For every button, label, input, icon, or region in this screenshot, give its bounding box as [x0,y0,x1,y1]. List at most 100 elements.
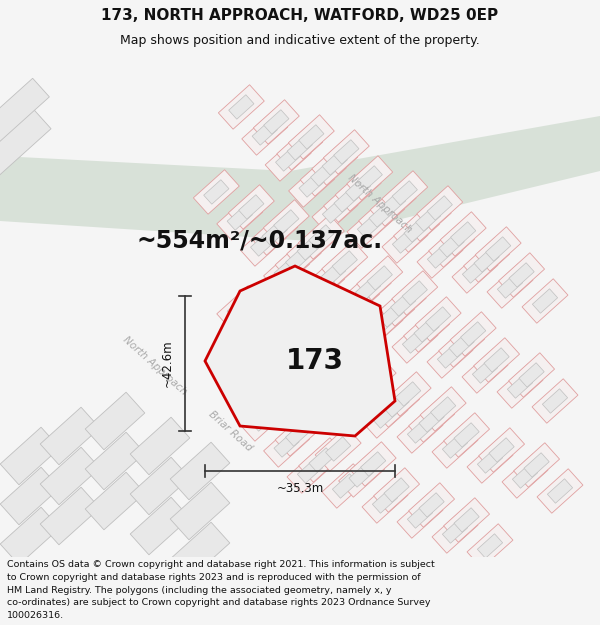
Polygon shape [252,121,277,145]
Polygon shape [217,286,263,330]
Polygon shape [384,392,409,418]
Polygon shape [315,427,361,471]
Polygon shape [467,524,513,568]
Polygon shape [334,188,359,213]
Polygon shape [374,382,419,428]
Polygon shape [439,322,485,368]
Polygon shape [309,272,334,298]
Polygon shape [322,289,368,333]
Text: 173, NORTH APPROACH, WATFORD, WD25 0EP: 173, NORTH APPROACH, WATFORD, WD25 0EP [101,8,499,22]
Polygon shape [262,311,287,335]
Polygon shape [252,211,298,255]
Polygon shape [442,434,467,458]
Polygon shape [519,362,544,388]
Polygon shape [358,214,383,238]
Polygon shape [275,327,321,371]
Polygon shape [322,464,368,508]
Polygon shape [450,312,496,356]
Polygon shape [286,247,311,271]
Polygon shape [252,301,298,345]
Polygon shape [362,394,408,438]
Polygon shape [85,432,145,490]
Polygon shape [130,458,190,515]
Polygon shape [509,352,554,398]
Polygon shape [323,130,369,174]
Polygon shape [274,348,299,372]
Text: HM Land Registry. The polygons (including the associated geometry, namely x, y: HM Land Registry. The polygons (includin… [7,586,392,594]
Polygon shape [367,314,392,338]
Polygon shape [322,379,368,423]
Polygon shape [40,448,100,505]
Polygon shape [403,329,428,353]
Polygon shape [275,237,321,281]
Polygon shape [262,221,287,245]
Polygon shape [298,284,323,308]
Text: ~554m²/~0.137ac.: ~554m²/~0.137ac. [137,229,383,253]
Polygon shape [391,292,416,316]
Polygon shape [0,116,600,241]
Polygon shape [382,171,428,215]
Polygon shape [467,439,513,483]
Polygon shape [308,225,334,249]
Polygon shape [287,364,333,408]
Polygon shape [338,452,385,498]
Polygon shape [274,210,299,234]
Polygon shape [263,248,310,292]
Polygon shape [479,428,524,472]
Polygon shape [130,418,190,475]
Polygon shape [350,442,396,486]
Polygon shape [0,106,51,176]
Polygon shape [312,189,358,233]
Polygon shape [392,181,418,205]
Polygon shape [392,271,438,315]
Polygon shape [332,389,358,413]
Polygon shape [380,192,406,216]
Polygon shape [227,296,253,320]
Polygon shape [349,462,374,488]
Polygon shape [475,227,521,271]
Polygon shape [356,277,381,301]
Polygon shape [251,232,276,256]
Polygon shape [292,316,338,360]
Polygon shape [289,115,334,159]
Polygon shape [170,442,230,500]
Polygon shape [487,264,533,308]
Polygon shape [309,448,334,472]
Polygon shape [323,177,370,222]
Polygon shape [419,492,444,518]
Polygon shape [300,152,346,196]
Polygon shape [379,302,404,328]
Polygon shape [227,206,253,230]
Polygon shape [240,312,286,356]
Polygon shape [85,472,145,530]
Polygon shape [373,404,398,428]
Polygon shape [322,151,347,175]
Polygon shape [373,489,398,513]
Polygon shape [537,469,583,513]
Polygon shape [299,262,344,308]
Polygon shape [484,348,509,372]
Polygon shape [397,494,443,538]
Polygon shape [451,222,476,246]
Polygon shape [297,236,322,260]
Polygon shape [532,289,557,313]
Polygon shape [425,307,451,331]
Polygon shape [463,259,488,283]
Polygon shape [409,482,455,528]
Polygon shape [514,442,560,488]
Polygon shape [361,452,386,476]
Polygon shape [334,140,359,164]
Polygon shape [478,534,503,558]
Polygon shape [404,308,449,352]
Polygon shape [419,408,444,432]
Polygon shape [497,364,543,408]
Polygon shape [326,352,351,376]
Polygon shape [310,252,356,296]
Polygon shape [302,326,328,350]
Polygon shape [454,422,479,447]
Polygon shape [357,166,382,190]
Polygon shape [404,217,429,242]
Polygon shape [0,468,60,525]
Polygon shape [462,349,508,393]
Polygon shape [542,389,568,413]
